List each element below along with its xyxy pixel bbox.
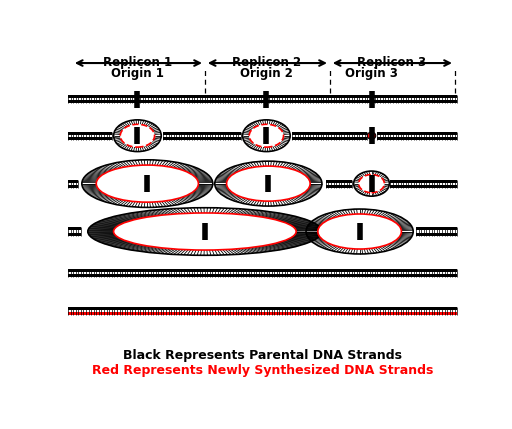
Ellipse shape	[369, 133, 374, 138]
Text: Origin 3: Origin 3	[345, 66, 398, 79]
Bar	[68, 227, 81, 230]
Ellipse shape	[249, 124, 284, 147]
Bar	[416, 227, 457, 230]
Bar	[68, 137, 112, 140]
Bar	[292, 132, 367, 135]
Ellipse shape	[96, 165, 198, 202]
Ellipse shape	[369, 133, 374, 138]
Ellipse shape	[318, 214, 401, 249]
Text: Red Represents Newly Synthesized DNA Strands: Red Represents Newly Synthesized DNA Str…	[92, 364, 433, 377]
Bar	[292, 137, 367, 140]
Bar	[390, 184, 457, 187]
Bar	[377, 132, 457, 135]
Ellipse shape	[96, 165, 198, 202]
Bar	[68, 180, 78, 183]
Bar	[377, 137, 457, 140]
Bar	[326, 184, 352, 187]
Text: Replicon 3: Replicon 3	[357, 55, 426, 69]
Bar	[68, 184, 78, 187]
Bar	[416, 233, 457, 236]
Ellipse shape	[318, 214, 401, 249]
Bar	[390, 180, 457, 183]
Text: Origin 1: Origin 1	[111, 66, 164, 79]
Bar	[163, 137, 241, 140]
Bar	[68, 95, 457, 98]
Bar	[68, 307, 457, 310]
Text: Replicon 1: Replicon 1	[103, 55, 172, 69]
Ellipse shape	[120, 124, 155, 147]
Ellipse shape	[114, 213, 296, 250]
Bar	[68, 132, 112, 135]
Ellipse shape	[359, 175, 385, 193]
Ellipse shape	[114, 213, 296, 250]
Ellipse shape	[227, 166, 310, 201]
Bar	[68, 100, 457, 103]
Bar	[163, 132, 241, 135]
Bar	[68, 274, 457, 277]
Text: Black Represents Parental DNA Strands: Black Represents Parental DNA Strands	[123, 349, 402, 362]
Ellipse shape	[249, 124, 284, 147]
Ellipse shape	[227, 166, 310, 201]
Ellipse shape	[359, 175, 385, 193]
Bar	[68, 269, 457, 272]
Bar	[68, 233, 81, 236]
Bar	[326, 180, 352, 183]
Text: Origin 2: Origin 2	[240, 66, 293, 79]
Bar	[68, 312, 457, 315]
Text: Replicon 2: Replicon 2	[232, 55, 301, 69]
Ellipse shape	[120, 124, 155, 147]
